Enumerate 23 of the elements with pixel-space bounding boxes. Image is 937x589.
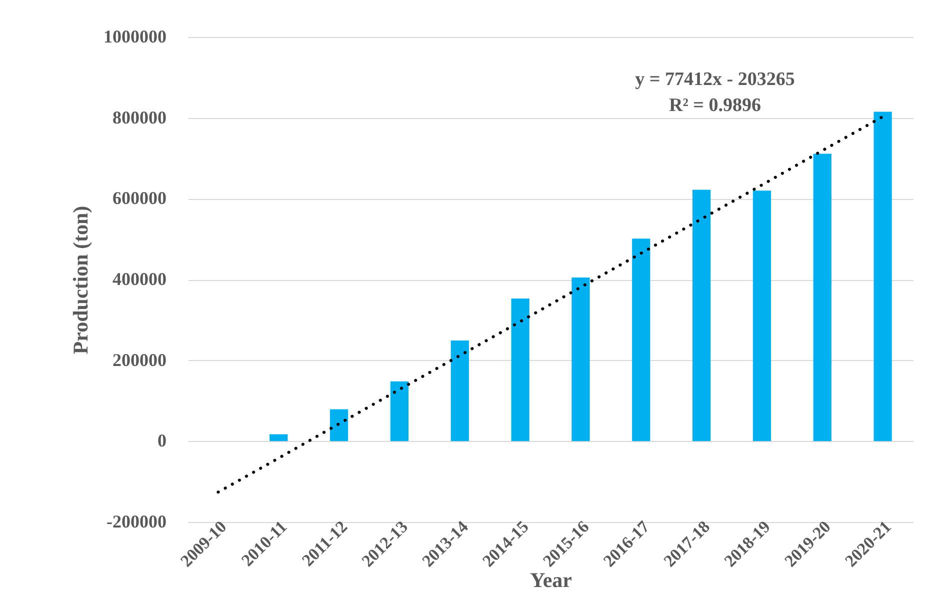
x-axis-title: Year — [530, 568, 572, 589]
y-tick-label: 200000 — [112, 350, 166, 370]
bar — [813, 154, 832, 442]
y-tick-label: 400000 — [112, 269, 166, 289]
bar — [752, 190, 772, 442]
y-axis-title: Production (ton) — [68, 206, 92, 354]
y-tick-label: 600000 — [112, 188, 166, 208]
annotation: R² = 0.9896 — [669, 95, 761, 116]
bar — [692, 190, 711, 442]
line-series — [216, 115, 884, 494]
annotation: y = 77412x - 203265 — [635, 69, 795, 90]
bar — [390, 381, 409, 442]
bar — [572, 277, 590, 442]
bar — [632, 238, 650, 442]
bar — [511, 298, 530, 442]
y-tick-label: 800000 — [112, 107, 166, 128]
bar — [874, 112, 892, 442]
y-tick-label: 1000000 — [104, 26, 166, 46]
bar — [330, 409, 348, 442]
bar — [270, 434, 288, 442]
bar — [450, 340, 469, 442]
y-tick-label: 0 — [158, 430, 166, 451]
y-tick-label: -200000 — [106, 512, 166, 532]
